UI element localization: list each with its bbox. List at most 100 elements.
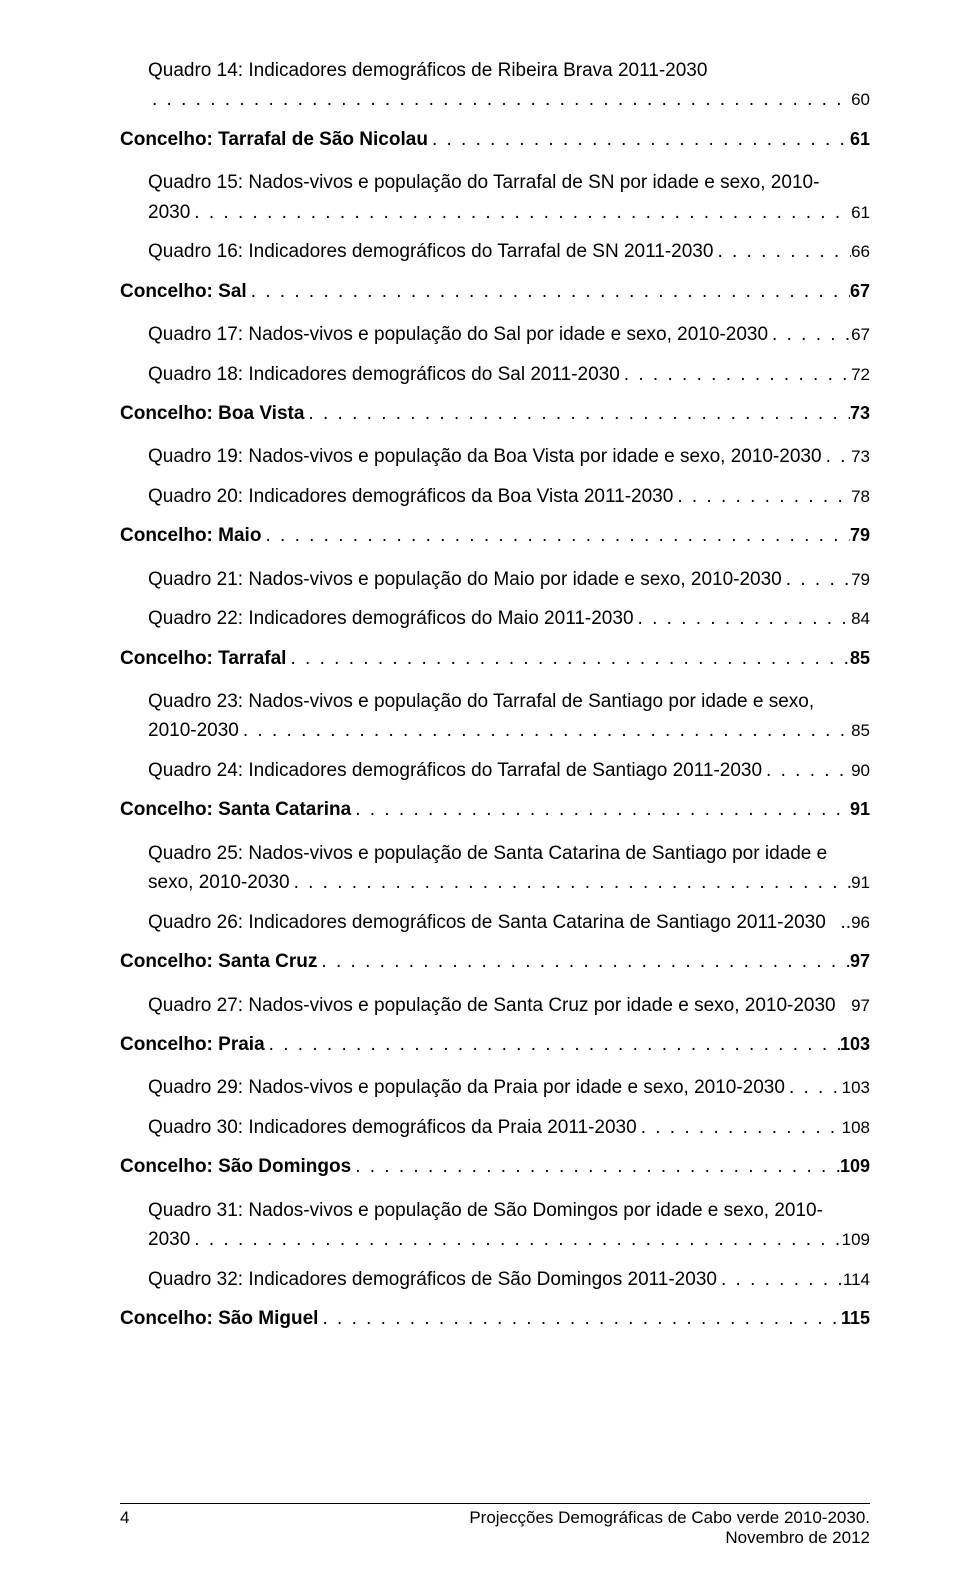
toc-leader: . . . . . . . . . . . . . . . . . . . . …	[351, 795, 850, 824]
toc-heading-text: Concelho: Sal	[120, 277, 247, 306]
toc-entry: Quadro 18: Indicadores demográficos do S…	[148, 360, 870, 389]
toc-page-number: 108	[842, 1115, 870, 1141]
toc-leader: . . . . . . . . . . . . . . . . . . . . …	[286, 644, 850, 673]
footer-page-number: 4	[120, 1508, 129, 1548]
toc-heading-text: Concelho: Maio	[120, 521, 261, 550]
toc-leader: . . . . . . . . . . . . . . . . . . . . …	[247, 277, 850, 306]
toc-entry-text: Quadro 19: Nados-vivos e população da Bo…	[148, 442, 822, 471]
toc-leader: . . . . . . . . . . . . . . . . . . . . …	[304, 399, 850, 428]
toc-entry-text: Quadro 25: Nados-vivos e população de Sa…	[148, 839, 870, 868]
toc-heading: Concelho: São Domingos. . . . . . . . . …	[120, 1152, 870, 1181]
toc-entry: Quadro 27: Nados-vivos e população de Sa…	[148, 991, 870, 1020]
toc-entry-text: Quadro 29: Nados-vivos e população da Pr…	[148, 1073, 785, 1102]
toc-heading: Concelho: Tarrafal. . . . . . . . . . . …	[120, 644, 870, 673]
toc-page-number: 85	[851, 718, 870, 744]
toc-heading: Concelho: Boa Vista. . . . . . . . . . .…	[120, 399, 870, 428]
page-footer: 4 Projecções Demográficas de Cabo verde …	[120, 1503, 870, 1548]
toc-leader: . . . . . . . . . . . . . . . . . . . . …	[768, 320, 851, 349]
toc-leader: . . . . . . . . . . . . . . . . . . . . …	[190, 198, 851, 227]
toc-page-number: 96	[851, 910, 870, 936]
toc-leader: . . . . . . . . . . . . . . . . . . . . …	[428, 125, 850, 154]
footer-right: Projecções Demográficas de Cabo verde 20…	[469, 1508, 870, 1548]
toc-entry-text: Quadro 21: Nados-vivos e população do Ma…	[148, 565, 782, 594]
toc-leader: . . . . . . . . . . . . . . . . . . . . …	[634, 604, 852, 633]
toc-heading-text: Concelho: Tarrafal de São Nicolau	[120, 125, 428, 154]
toc-entry: Quadro 32: Indicadores demográficos de S…	[148, 1265, 870, 1294]
toc-heading: Concelho: Praia. . . . . . . . . . . . .…	[120, 1030, 870, 1059]
toc-entry: Quadro 14: Indicadores demográficos de R…	[148, 56, 870, 115]
toc-leader: . . . . . . . . . . . . . . . . . . . . …	[190, 1225, 841, 1254]
toc-entry: Quadro 30: Indicadores demográficos da P…	[148, 1113, 870, 1142]
toc-entry-text: Quadro 17: Nados-vivos e população do Sa…	[148, 320, 768, 349]
toc-entry: Quadro 19: Nados-vivos e população da Bo…	[148, 442, 870, 471]
toc-entry: Quadro 16: Indicadores demográficos do T…	[148, 237, 870, 266]
toc-entry-text: Quadro 15: Nados-vivos e população do Ta…	[148, 168, 870, 197]
footer-date: Novembro de 2012	[469, 1528, 870, 1548]
toc-entry-text: Quadro 26: Indicadores demográficos de S…	[148, 908, 826, 937]
toc-page-number: 73	[851, 444, 870, 470]
toc-page-number: 73	[850, 400, 870, 428]
toc-leader: . . . . . . . . . . . . . . . . . . . . …	[717, 1265, 843, 1294]
toc-leader: . . . . . . . . . . . . . . . . . . . . …	[239, 716, 851, 745]
toc-leader: . . . . . . . . . . . . . . . . . . . . …	[785, 1073, 842, 1102]
toc-page-number: 61	[850, 126, 870, 154]
toc-entry-text: Quadro 18: Indicadores demográficos do S…	[148, 360, 620, 389]
toc-page-number: 109	[840, 1153, 870, 1181]
toc-page-number: 103	[840, 1031, 870, 1059]
table-of-contents: Quadro 14: Indicadores demográficos de R…	[120, 56, 870, 1333]
toc-heading: Concelho: Sal. . . . . . . . . . . . . .…	[120, 277, 870, 306]
toc-page-number: 84	[851, 606, 870, 632]
toc-page-number: 91	[850, 796, 870, 824]
toc-heading: Concelho: Santa Cruz. . . . . . . . . . …	[120, 947, 870, 976]
toc-entry: Quadro 25: Nados-vivos e população de Sa…	[148, 839, 870, 898]
toc-heading-text: Concelho: Tarrafal	[120, 644, 286, 673]
toc-entry: Quadro 22: Indicadores demográficos do M…	[148, 604, 870, 633]
toc-entry-text: Quadro 27: Nados-vivos e população de Sa…	[148, 991, 836, 1020]
toc-heading: Concelho: Santa Catarina. . . . . . . . …	[120, 795, 870, 824]
toc-page-number: 61	[851, 200, 870, 226]
toc-page-number: 90	[851, 758, 870, 784]
toc-page-number: 97	[851, 993, 870, 1019]
toc-entry-text: Quadro 16: Indicadores demográficos do T…	[148, 237, 713, 266]
toc-leader: . . . . . . . . . . . . . . . . . . . . …	[713, 237, 851, 266]
toc-page-number: 67	[850, 278, 870, 306]
toc-leader: . . . . . . . . . . . . . . . . . . . . …	[261, 521, 850, 550]
toc-leader: . . . . . . . . . . . . . . . . . . . . …	[318, 1304, 841, 1333]
toc-entry-text: sexo, 2010-2030	[148, 868, 290, 897]
toc-entry: Quadro 29: Nados-vivos e população da Pr…	[148, 1073, 870, 1102]
toc-leader: . . . . . . . . . . . . . . . . . . . . …	[782, 565, 851, 594]
toc-heading-text: Concelho: Santa Catarina	[120, 795, 351, 824]
toc-leader: . . . . . . . . . . . . . . . . . . . . …	[317, 947, 850, 976]
toc-leader: ..	[826, 908, 851, 937]
toc-page-number: 114	[843, 1267, 870, 1293]
toc-entry: Quadro 15: Nados-vivos e população do Ta…	[148, 168, 870, 227]
toc-entry: Quadro 23: Nados-vivos e população do Ta…	[148, 687, 870, 746]
toc-page-number: 85	[850, 645, 870, 673]
toc-page-number: 60	[851, 87, 870, 113]
toc-leader: . . . . . . . . . . . . . . . . . . . . …	[673, 482, 851, 511]
toc-heading-text: Concelho: Boa Vista	[120, 399, 304, 428]
toc-leader: . . . . . . . . . . . . . . . . . . . . …	[290, 868, 852, 897]
toc-entry-text: Quadro 31: Nados-vivos e população de Sã…	[148, 1196, 870, 1225]
toc-page-number: 97	[850, 948, 870, 976]
toc-heading: Concelho: Maio. . . . . . . . . . . . . …	[120, 521, 870, 550]
toc-heading-text: Concelho: Santa Cruz	[120, 947, 317, 976]
toc-entry: Quadro 26: Indicadores demográficos de S…	[148, 908, 870, 937]
toc-entry: Quadro 21: Nados-vivos e população do Ma…	[148, 565, 870, 594]
toc-page-number: 103	[842, 1075, 870, 1101]
toc-heading-text: Concelho: São Miguel	[120, 1304, 318, 1333]
toc-entry: Quadro 31: Nados-vivos e população de Sã…	[148, 1196, 870, 1255]
toc-page-number: 115	[841, 1305, 870, 1333]
toc-entry-text: Quadro 32: Indicadores demográficos de S…	[148, 1265, 717, 1294]
toc-entry-text: Quadro 22: Indicadores demográficos do M…	[148, 604, 634, 633]
toc-leader: . . . . . . . . . . . . . . . . . . . . …	[762, 756, 851, 785]
toc-page-number: 109	[842, 1227, 870, 1253]
toc-page-number: 91	[851, 870, 870, 896]
toc-entry-text: 2010-2030	[148, 716, 239, 745]
toc-heading: Concelho: Tarrafal de São Nicolau. . . .…	[120, 125, 870, 154]
toc-leader: . . . . . . . . . . . . . . . . . . . . …	[351, 1152, 840, 1181]
toc-page-number: 79	[850, 522, 870, 550]
toc-heading: Concelho: São Miguel. . . . . . . . . . …	[120, 1304, 870, 1333]
toc-heading-text: Concelho: São Domingos	[120, 1152, 351, 1181]
toc-page-number: 66	[851, 239, 870, 265]
